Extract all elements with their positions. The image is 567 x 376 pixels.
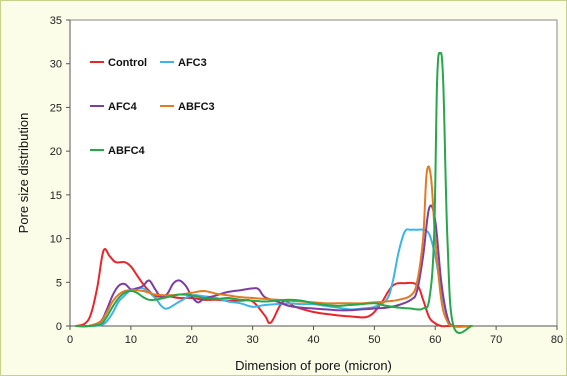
x-tick-label: 70 bbox=[490, 334, 502, 346]
x-axis-title: Dimension of pore (micron) bbox=[235, 358, 392, 373]
x-tick-label: 30 bbox=[247, 334, 259, 346]
x-tick-label: 10 bbox=[125, 334, 137, 346]
legend-label-afc4: AFC4 bbox=[108, 101, 138, 113]
x-tick-label: 60 bbox=[429, 334, 441, 346]
y-tick-label: 10 bbox=[50, 234, 62, 246]
x-tick-label: 50 bbox=[368, 334, 380, 346]
x-tick-label: 0 bbox=[67, 334, 73, 346]
series-layer bbox=[75, 51, 473, 334]
axes: 0 5 10 15 20 25 30 35 0 10 20 30 40 50 60 70 80 bbox=[50, 15, 563, 346]
x-tick-label: 40 bbox=[307, 334, 319, 346]
y-tick-label: 15 bbox=[50, 190, 62, 202]
y-tick-label: 5 bbox=[56, 277, 62, 289]
y-tick-label: 20 bbox=[50, 146, 62, 158]
x-tick-label: 80 bbox=[551, 334, 563, 346]
y-axis-title: Pore size distribution bbox=[16, 113, 31, 234]
legend-label-abfc3: ABFC3 bbox=[178, 101, 215, 113]
legend: Control AFC3 AFC4 ABFC3 ABFC4 bbox=[90, 57, 215, 157]
legend-label-abfc4: ABFC4 bbox=[108, 145, 146, 157]
plot-area bbox=[69, 19, 558, 327]
y-tick-label: 0 bbox=[56, 321, 62, 333]
y-tick-label: 35 bbox=[50, 15, 62, 27]
y-tick-label: 30 bbox=[50, 59, 62, 71]
x-tick-label: 20 bbox=[186, 334, 198, 346]
y-tick-label: 25 bbox=[50, 102, 62, 114]
legend-label-afc3: AFC3 bbox=[178, 57, 207, 69]
legend-label-control: Control bbox=[108, 57, 147, 69]
plot-background bbox=[69, 19, 558, 327]
series-line-abfc4 bbox=[75, 51, 473, 334]
